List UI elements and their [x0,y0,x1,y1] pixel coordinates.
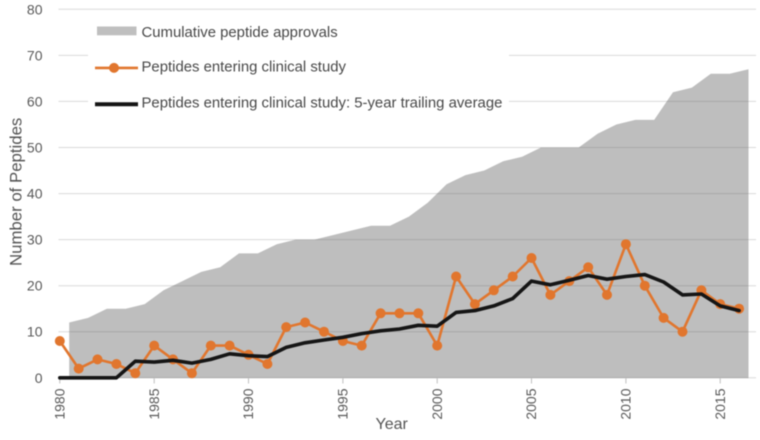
svg-text:2015: 2015 [712,388,728,419]
svg-text:2010: 2010 [618,388,634,419]
svg-text:40: 40 [27,186,43,202]
svg-text:1990: 1990 [240,388,256,419]
svg-text:1985: 1985 [146,388,162,419]
svg-text:10: 10 [27,324,43,340]
svg-text:1980: 1980 [51,388,67,419]
svg-text:50: 50 [27,140,43,156]
svg-text:80: 80 [27,1,43,17]
svg-text:Number of Peptides: Number of Peptides [7,118,26,266]
svg-text:Peptides entering clinical stu: Peptides entering clinical study: 5-year… [142,96,503,112]
svg-text:2005: 2005 [523,388,539,419]
svg-text:70: 70 [27,47,43,63]
svg-text:60: 60 [27,93,43,109]
svg-text:20: 20 [27,278,43,294]
svg-text:Cumulative peptide approvals: Cumulative peptide approvals [142,25,338,41]
svg-text:Peptides entering clinical stu: Peptides entering clinical study [142,60,347,76]
svg-text:2000: 2000 [429,388,445,419]
svg-text:Year: Year [376,416,409,433]
svg-text:1995: 1995 [335,388,351,419]
svg-text:30: 30 [27,232,43,248]
svg-text:0: 0 [35,370,43,386]
